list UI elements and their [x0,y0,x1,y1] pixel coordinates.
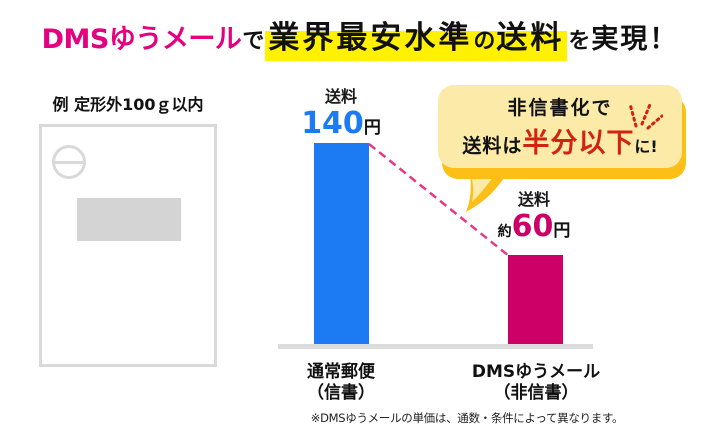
category-regular-line2: （信書） [307,383,375,403]
category-label-dms: DMSゆうメール （非信書） [460,362,612,404]
title-connector-text: で [242,29,265,54]
title-brand-text: DMSゆうメール [41,24,242,55]
bubble-line1: 非信書化で [507,97,613,119]
stamp-circle-icon [52,145,86,179]
price-label-dms: 送料 約60円 [484,190,584,244]
title-highlight-2: 送料 [496,20,565,56]
bubble-line2-pre: 送料は [462,135,523,157]
price-unit-dms: 円 [553,220,571,241]
bar-dms-yumail [508,255,563,344]
price-value-dms: 60 [511,208,554,244]
bubble-line2-emphasis: 半分以下 [522,128,635,159]
page-title: DMSゆうメール で 業界最安水準 の 送料 を 実現！ [0,12,720,61]
envelope-example-label: 例 定形外100ｇ以内 [52,95,204,114]
price-title-regular: 送料 [324,87,357,106]
envelope-illustration [39,124,217,367]
footnote: ※DMSゆうメールの単価は、通数・条件によって異なります。 [310,411,624,425]
address-placeholder-rect [77,198,181,241]
category-label-regular-mail: 通常郵便 （信書） [281,362,401,404]
title-particle-no: の [473,29,496,54]
category-regular-line1: 通常郵便 [307,362,375,382]
title-suffix: 実現！ [591,24,679,55]
title-highlighted-segment: 業界最安水準 の 送料 [265,12,568,61]
speech-bubble-tail [466,166,510,212]
title-highlight-1: 業界最安水準 [268,20,473,56]
chart-baseline [278,344,593,349]
category-dms-line1: DMSゆうメール [471,362,601,382]
emphasis-sparkle-icon [628,100,663,130]
price-title-dms: 送料 [517,190,550,209]
bar-regular-mail [314,143,369,344]
bubble-line2-post: に! [634,137,658,156]
category-dms-line2: （非信書） [493,383,579,403]
price-approx-dms: 約 [497,223,512,240]
price-value-regular: 140 [301,105,364,141]
price-unit-regular: 円 [363,117,381,138]
title-particle-wo: を [568,29,591,54]
price-label-regular-mail: 送料 140円 [291,87,391,141]
